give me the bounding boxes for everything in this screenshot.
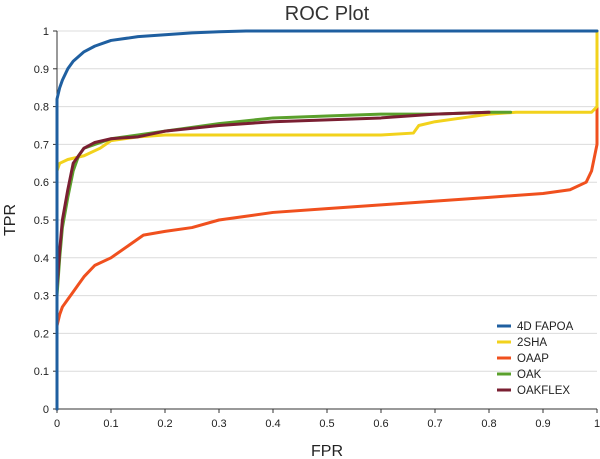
x-tick-label: 0.7 [427, 418, 442, 430]
series-line-oaap [55, 105, 599, 411]
y-tick-label: 0.8 [34, 102, 49, 114]
x-tick-label: 0.1 [103, 418, 118, 430]
y-tick-label: 0.9 [34, 64, 49, 76]
x-tick-label: 0.6 [373, 418, 388, 430]
legend-label: 4D FAPOA [517, 321, 574, 333]
y-tick-label: 0.5 [34, 215, 49, 227]
x-tick-label: 0 [54, 418, 60, 430]
series-lines [55, 29, 599, 411]
legend: 4D FAPOA 2SHA OAAP OAK OAKFLEX [497, 321, 574, 397]
axes [53, 30, 598, 413]
y-tick-label: 0.4 [34, 253, 49, 265]
x-tick-label: 0.3 [211, 418, 226, 430]
chart-title: ROC Plot [285, 3, 370, 25]
x-axis-title: FPR [311, 443, 343, 459]
x-tick-label: 0.2 [157, 418, 172, 430]
grid-lines [57, 30, 597, 372]
y-tick-label: 0.7 [34, 139, 49, 151]
y-tick-label: 0.3 [34, 291, 49, 303]
x-tick-label: 0.9 [535, 418, 550, 430]
series-line-oakflex [55, 110, 491, 411]
y-tick-label: 0.6 [34, 177, 49, 189]
y-tick-label: 1 [43, 26, 49, 38]
tick-labels: 0 0.1 0.2 0.3 0.4 0.5 0.6 0.7 0.8 0.9 1 0 0.1 0.2 0.3 0… [34, 26, 600, 430]
y-tick-label: 0.1 [34, 366, 49, 378]
legend-label: OAAP [517, 353, 549, 365]
x-tick-label: 0.5 [319, 418, 334, 430]
x-tick-label: 0.8 [481, 418, 496, 430]
y-tick-label: 0.2 [34, 328, 49, 340]
x-tick-label: 1 [594, 418, 600, 430]
x-tick-label: 0.4 [265, 418, 280, 430]
y-axis-title: TPR [2, 204, 19, 236]
series-line-4d-fapoa [55, 29, 599, 411]
series-line-oak [55, 110, 513, 411]
legend-label: 2SHA [517, 337, 547, 349]
y-tick-label: 0 [43, 404, 49, 416]
legend-label: OAK [517, 369, 542, 381]
legend-label: OAKFLEX [517, 385, 570, 397]
